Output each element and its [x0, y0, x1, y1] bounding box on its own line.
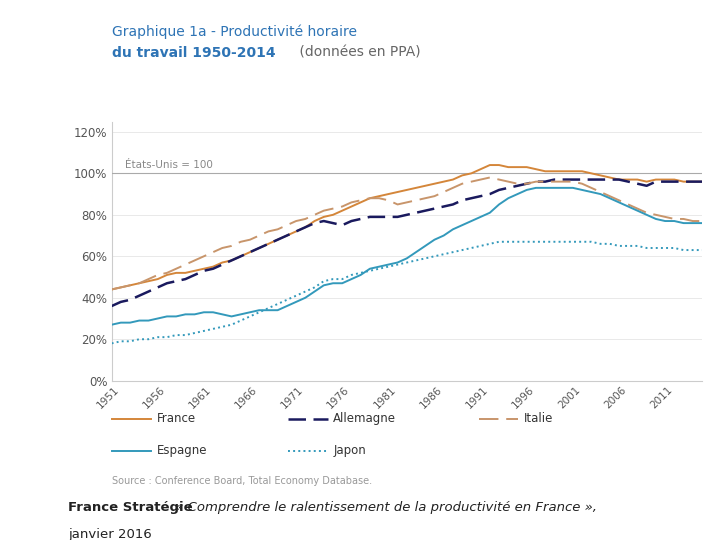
Japon [679, 247, 688, 253]
Italie [679, 215, 688, 222]
Italie [107, 286, 116, 293]
Allemagne [698, 178, 706, 185]
Text: Italie: Italie [524, 412, 554, 425]
Line: France: France [112, 165, 702, 289]
Italie [485, 174, 494, 181]
Espagne [246, 309, 254, 315]
Text: Graphique 1a - Productivité horaire: Graphique 1a - Productivité horaire [112, 24, 356, 39]
France [356, 199, 365, 206]
Allemagne [412, 210, 420, 216]
Espagne [356, 272, 365, 278]
Text: France: France [157, 412, 196, 425]
Italie [624, 201, 632, 208]
Espagne [531, 185, 540, 191]
France [624, 177, 632, 183]
France [698, 178, 706, 185]
Japon [698, 247, 706, 253]
Japon [624, 242, 632, 249]
Text: « Comprendre le ralentissement de la productivité en France »,: « Comprendre le ralentissement de la pro… [171, 501, 597, 514]
Italie [698, 218, 706, 224]
Line: Allemagne: Allemagne [112, 180, 702, 306]
Text: du travail 1950-2014: du travail 1950-2014 [112, 46, 275, 60]
Espagne [412, 249, 420, 255]
France [282, 232, 291, 239]
Italie [246, 237, 254, 243]
Allemagne [282, 232, 291, 239]
Espagne [624, 203, 632, 210]
Espagne [679, 220, 688, 226]
Text: (données en PPA): (données en PPA) [295, 46, 420, 60]
Text: Japon: Japon [333, 444, 366, 457]
Espagne [282, 303, 291, 309]
Allemagne [550, 177, 559, 183]
Text: janvier 2016: janvier 2016 [68, 528, 152, 540]
France [485, 162, 494, 168]
Espagne [107, 321, 116, 328]
Japon [246, 313, 254, 320]
Allemagne [679, 178, 688, 185]
Japon [356, 269, 365, 276]
Japon [412, 257, 420, 264]
Text: États-Unis = 100: États-Unis = 100 [125, 160, 213, 170]
Italie [412, 197, 420, 204]
Japon [495, 239, 503, 245]
France [412, 185, 420, 191]
Text: Source : Conference Board, Total Economy Database.: Source : Conference Board, Total Economy… [112, 476, 372, 487]
Line: Espagne: Espagne [112, 188, 702, 325]
Japon [107, 340, 116, 347]
Text: Allemagne: Allemagne [333, 412, 396, 425]
Espagne [698, 220, 706, 226]
Allemagne [624, 178, 632, 185]
France [107, 286, 116, 293]
France [246, 249, 254, 255]
Allemagne [246, 249, 254, 255]
Japon [282, 296, 291, 303]
Italie [282, 222, 291, 228]
Allemagne [356, 215, 365, 222]
Text: Espagne: Espagne [157, 444, 207, 457]
Line: Italie: Italie [112, 178, 702, 289]
France [679, 178, 688, 185]
Italie [356, 197, 365, 204]
Allemagne [107, 303, 116, 309]
Text: France Stratégie: France Stratégie [68, 501, 193, 514]
Line: Japon: Japon [112, 242, 702, 343]
